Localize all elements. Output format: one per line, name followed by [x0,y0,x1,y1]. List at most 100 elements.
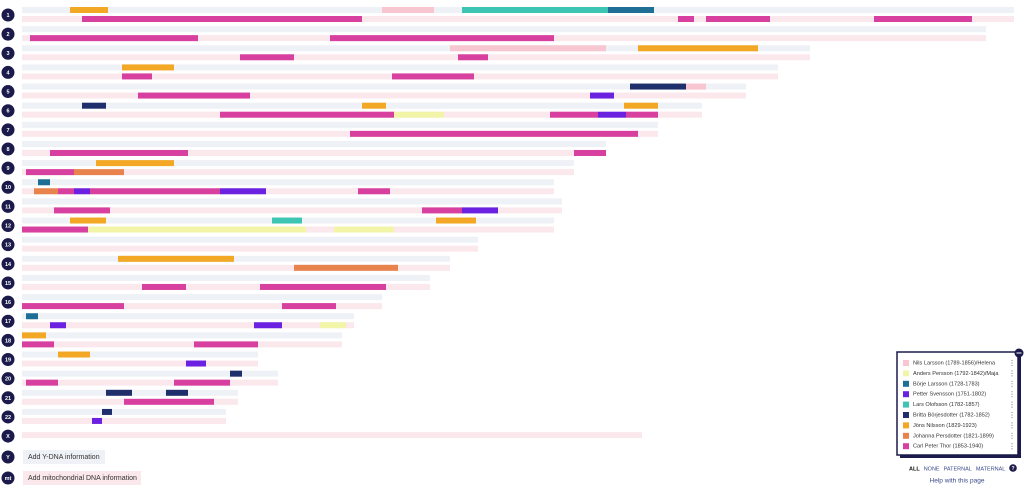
paternal-track [22,83,746,90]
chromosome-badge [1,8,15,22]
legend-name[interactable]: Johanna Persdotter (1821-1899) [913,433,994,439]
maternal-track [22,264,450,271]
segment [450,45,606,52]
chromosome-label: 11 [5,204,11,210]
drag-handle [1011,404,1013,406]
drag-handle [1011,414,1013,416]
paternal-track [22,26,986,33]
drag-handle [1011,364,1013,367]
drag-handle [1011,427,1013,429]
segment [392,73,474,80]
segment [88,226,306,233]
paternal-track [22,332,342,339]
chromosome-label: 3 [6,51,9,57]
segment [394,111,444,118]
segment [458,54,488,61]
drag-handle [1011,375,1013,377]
legend-swatch [903,432,909,439]
drag-handle [1011,370,1013,372]
drag-handle [1011,372,1013,374]
chromosome-label: 7 [6,128,9,134]
segment [38,179,50,186]
paternal-track [22,351,258,358]
paternal-track [22,294,382,301]
legend-name[interactable]: Petter Svensson (1751-1802) [913,392,986,398]
segment [462,7,608,13]
segment [26,169,74,176]
maternal-track [22,188,554,195]
drag-handle [1011,424,1013,426]
segment [70,7,108,13]
paternal-track [22,255,450,262]
legend-swatch [903,391,909,398]
add-dna-button-label[interactable]: Add Y-DNA information [28,454,100,461]
add-dna-button[interactable] [23,471,141,485]
segment [124,398,214,405]
paternal-track [22,313,354,320]
chromosome-label: 15 [5,281,11,287]
segment [96,160,174,167]
segment [138,92,250,99]
drag-handle [1011,432,1013,434]
chromosome-badge [1,27,15,41]
chromosome-badge [1,180,15,194]
segment [50,149,188,156]
maternal-track [22,169,574,176]
legend-name[interactable]: Börje Larsson (1728-1783) [913,381,980,387]
segment [142,283,186,290]
segment [254,322,282,329]
segment [220,111,394,118]
maternal-track [22,360,258,367]
legend-name[interactable]: Carl Peter Thor (1853-1940) [913,444,983,450]
paternal-track [22,198,562,205]
help-link[interactable]: Help with this page [930,478,985,485]
chromosome-badge [1,372,15,386]
filter-link[interactable]: NONE [924,466,940,472]
segment [174,379,230,386]
legend-swatch [903,422,909,429]
filter-link[interactable]: ALL [909,466,920,472]
segment [624,102,658,109]
chromosome-label: 12 [5,223,11,229]
segment [70,217,106,224]
paternal-track [22,121,658,128]
segment [58,351,90,358]
segment [598,111,626,118]
segment [436,217,476,224]
help-icon[interactable] [1009,464,1017,472]
segment [358,188,390,195]
segment [294,264,398,271]
chromosome-label: 9 [6,166,9,172]
segment [334,226,394,233]
segment [54,207,110,214]
filter-link[interactable]: MATERNAL [976,466,1006,472]
legend-name[interactable]: Jöns Nilsson (1829-1923) [913,423,977,429]
legend-swatch [903,360,909,366]
segment [550,111,598,118]
chromosome-badge [1,161,15,175]
segment [82,102,106,109]
legend-swatch [903,380,909,387]
legend-name[interactable]: Nils Larsson (1789-1856)/Helena [913,360,996,366]
legend-name[interactable]: Britta Börjesdotter (1782-1852) [913,412,990,418]
paternal-track [22,274,430,281]
legend-name[interactable]: Anders Persson (1792-1842)/Maja [913,371,999,377]
segment [122,73,152,80]
segment [350,130,638,137]
segment [166,389,188,396]
segment [706,16,770,22]
chromosome-badge [1,314,15,328]
segment [462,207,498,214]
add-dna-button-label[interactable]: Add mitochondrial DNA information [28,475,137,482]
chromosome-label: 20 [5,377,11,383]
drag-handle [1011,362,1013,364]
legend-name[interactable]: Lars Olofsson (1782-1857) [913,402,980,408]
segment [320,322,346,329]
drag-handle [1011,443,1013,445]
help-icon-label: ? [1011,466,1014,472]
chromosome-badge [1,123,15,137]
add-dna-button[interactable] [23,450,105,464]
filter-link[interactable]: PATERNAL [944,466,972,472]
